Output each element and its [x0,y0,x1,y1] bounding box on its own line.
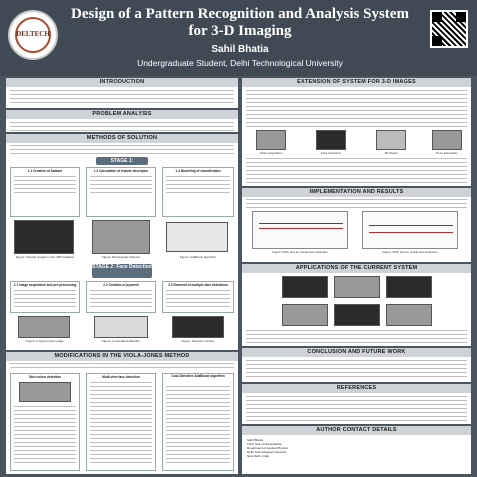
methods-text [10,145,234,155]
author-affiliation: Undergraduate Student, Delhi Technologic… [137,58,343,68]
right-column: EXTENSION OF SYSTEM FOR 3-D IMAGES Video… [242,78,471,474]
fig-caption: Figure: Detection of face [181,339,215,343]
plot-caption: Figure: ROC plot for profile face detect… [382,250,438,254]
modifications-section: MODIFICATIONS IN THE VIOLA-JONES METHOD … [6,352,238,474]
fig-caption: Figure: A typical input image [26,339,64,343]
title-line-1: Design of a Pattern Recognition and Anal… [71,6,409,22]
3d-model-figure [376,130,406,150]
fig-caption: Figure: A cascaded classifier [101,339,141,343]
stage2-box-title: 2.3 Removal of multiple face detections [168,283,228,287]
left-column: INTRODUCTION PROBLEM ANALYSIS METHODS OF… [6,78,238,474]
stage-2-label: STAGE 2: Face Detection [92,264,152,278]
video-acquisition-figure [256,130,286,150]
stage1-box-title: 1.2 Calculation of feature descriptor [93,169,149,173]
viola-box-title: Multi-view face detection [102,375,140,379]
extension-heading: EXTENSION OF SYSTEM FOR 3-D IMAGES [242,78,471,87]
methods-heading: METHODS OF SOLUTION [6,134,238,143]
extension-text-2 [246,158,467,184]
stage2-box-1: 2.1 Image acquisition and pre-processing [10,281,80,313]
viola-box-3: Cost-Sensitive AdaBoost algorithm [162,373,234,471]
pose-estimation-figure [432,130,462,150]
applications-section: APPLICATIONS OF THE CURRENT SYSTEM [242,264,471,346]
roc-plot-profile [362,211,458,249]
modifications-text [10,363,234,370]
viola-box-1: Skin colour detection [10,373,80,471]
ext-caption: 3D Model [384,151,398,155]
face-detection-3d-figure [316,130,346,150]
stage-1-label: STAGE 1: [96,157,148,165]
stage2-box-title: 2.1 Image acquisition and pre-processing [13,283,77,287]
applications-heading: APPLICATIONS OF THE CURRENT SYSTEM [242,264,471,273]
viola-box-2: Multi-view face detection [86,373,156,471]
references-heading: REFERENCES [242,384,471,393]
introduction-section: INTRODUCTION [6,78,238,108]
cascade-classifier-figure [94,316,148,338]
stage1-box-title: 1.3 Modelling of classification [175,169,221,173]
title-line-2: for 3-D Imaging [188,23,292,39]
stage2-box-3: 2.3 Removal of multiple face detections [162,281,234,313]
stage2-box-2: 2.2 Creation of pyramid [86,281,156,313]
methods-section: METHODS OF SOLUTION STAGE 1: 1.1 Creatio… [6,134,238,350]
application-figure-1 [282,276,328,298]
author-contact-heading: AUTHOR CONTACT DETAILS [242,426,471,435]
ext-caption: Pose Estimation [436,151,458,155]
problem-analysis-text [10,122,234,131]
contact-name: Sahil Bhatia [247,438,264,442]
contact-univ: Delhi Technological University [247,450,287,454]
problem-analysis-section: PROBLEM ANALYSIS [6,110,238,132]
adaboost-figure [166,222,228,252]
contact-dept: Department of Applied Physics [247,446,288,450]
modifications-heading: MODIFICATIONS IN THE VIOLA-JONES METHOD [6,352,238,361]
extension-section: EXTENSION OF SYSTEM FOR 3-D IMAGES Video… [242,78,471,186]
face-detection-figure [172,316,224,338]
stage1-box-3: 1.3 Modelling of classification [162,167,234,217]
problem-analysis-heading: PROBLEM ANALYSIS [6,110,238,119]
references-text [246,396,467,422]
ext-caption: Face Detection [320,151,342,155]
plot-caption: Figure: ROC plot for frontal face detect… [272,250,328,254]
introduction-heading: INTRODUCTION [6,78,238,87]
typical-input-figure [18,316,70,338]
extension-text [246,90,467,128]
application-figure-6 [386,304,432,326]
logo-text: DELTECH [16,30,50,38]
university-seal-icon: DELTECH [8,10,58,60]
qr-code-icon [430,10,468,48]
viola-box-title: Skin colour detection [28,375,62,379]
application-figure-2 [334,276,380,298]
conclusion-section: CONCLUSION AND FUTURE WORK [242,348,471,382]
author-name: Sahil Bhatia [211,44,269,55]
application-figure-4 [282,304,328,326]
sample-images-figure [14,220,74,254]
fig-caption: Figure: Rectangular features [101,255,141,259]
fig-caption: Figure: Sample images in the LBPH datase… [15,255,75,259]
rectangular-features-figure [92,220,150,254]
contact-details: Sahil Bhatia Third Year Undergraduate De… [247,438,447,458]
conclusion-text [246,360,467,380]
stage1-box-title: 1.1 Creation of Dataset [27,169,63,173]
stage2-box-title: 2.2 Creation of pyramid [103,283,139,287]
contact-year: Third Year Undergraduate [247,442,282,446]
implementation-section: IMPLEMENTATION AND RESULTS Figure: ROC p… [242,188,471,262]
implementation-heading: IMPLEMENTATION AND RESULTS [242,188,471,197]
conclusion-heading: CONCLUSION AND FUTURE WORK [242,348,471,357]
stage1-box-2: 1.2 Calculation of feature descriptor [86,167,156,217]
applications-text [246,330,467,344]
introduction-text [10,90,234,106]
implementation-text [246,199,467,209]
contact-city: New Delhi, India [247,454,269,458]
fig-caption: Figure: AdaBoost algorithm [179,255,217,259]
author-contact-section: AUTHOR CONTACT DETAILS Sahil Bhatia Thir… [242,426,471,474]
application-figure-3 [386,276,432,298]
application-figure-5 [334,304,380,326]
viola-box-title: Cost-Sensitive AdaBoost algorithm [171,374,225,378]
stage1-box-1: 1.1 Creation of Dataset [10,167,80,217]
ext-caption: Video Acquisition [259,151,283,155]
roc-plot-frontal [252,211,348,249]
poster-title: Design of a Pattern Recognition and Anal… [60,6,420,40]
references-section: REFERENCES [242,384,471,424]
poster-header: DELTECH Design of a Pattern Recognition … [0,0,477,76]
